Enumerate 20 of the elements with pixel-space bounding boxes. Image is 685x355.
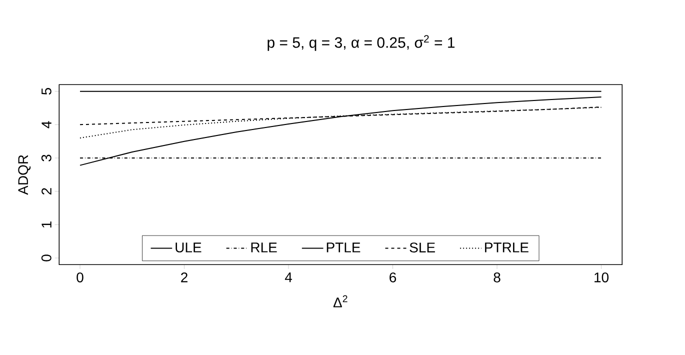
x-tick-label: 10	[594, 272, 609, 282]
legend-label: RLE	[251, 242, 277, 252]
legend-label: ULE	[176, 242, 202, 252]
x-tick-label: 8	[494, 272, 500, 282]
y-tick-label: 4	[42, 121, 52, 128]
y-tick-label: 3	[41, 154, 52, 162]
y-tick-label: 2	[42, 188, 52, 195]
x-tick-label: 2	[181, 272, 188, 282]
legend-label: SLE	[410, 242, 435, 252]
y-tick-label: 5	[42, 88, 52, 95]
legend-label: PTRLE	[485, 242, 528, 252]
y-tick-label: 0	[41, 254, 52, 262]
x-tick-label: 0	[76, 272, 84, 282]
x-tick-label: 6	[390, 272, 396, 282]
y-axis-title: ADQR	[18, 155, 31, 195]
x-axis-title: Δ$^{2}$	[333, 295, 348, 308]
x-tick-label: 4	[284, 272, 292, 282]
legend-label: PTLE	[326, 242, 360, 252]
chart-title: p = 5, q = 3, α = 0.25, σ$^{2}$ = 1	[268, 35, 455, 51]
y-tick-label: 1	[42, 221, 52, 228]
